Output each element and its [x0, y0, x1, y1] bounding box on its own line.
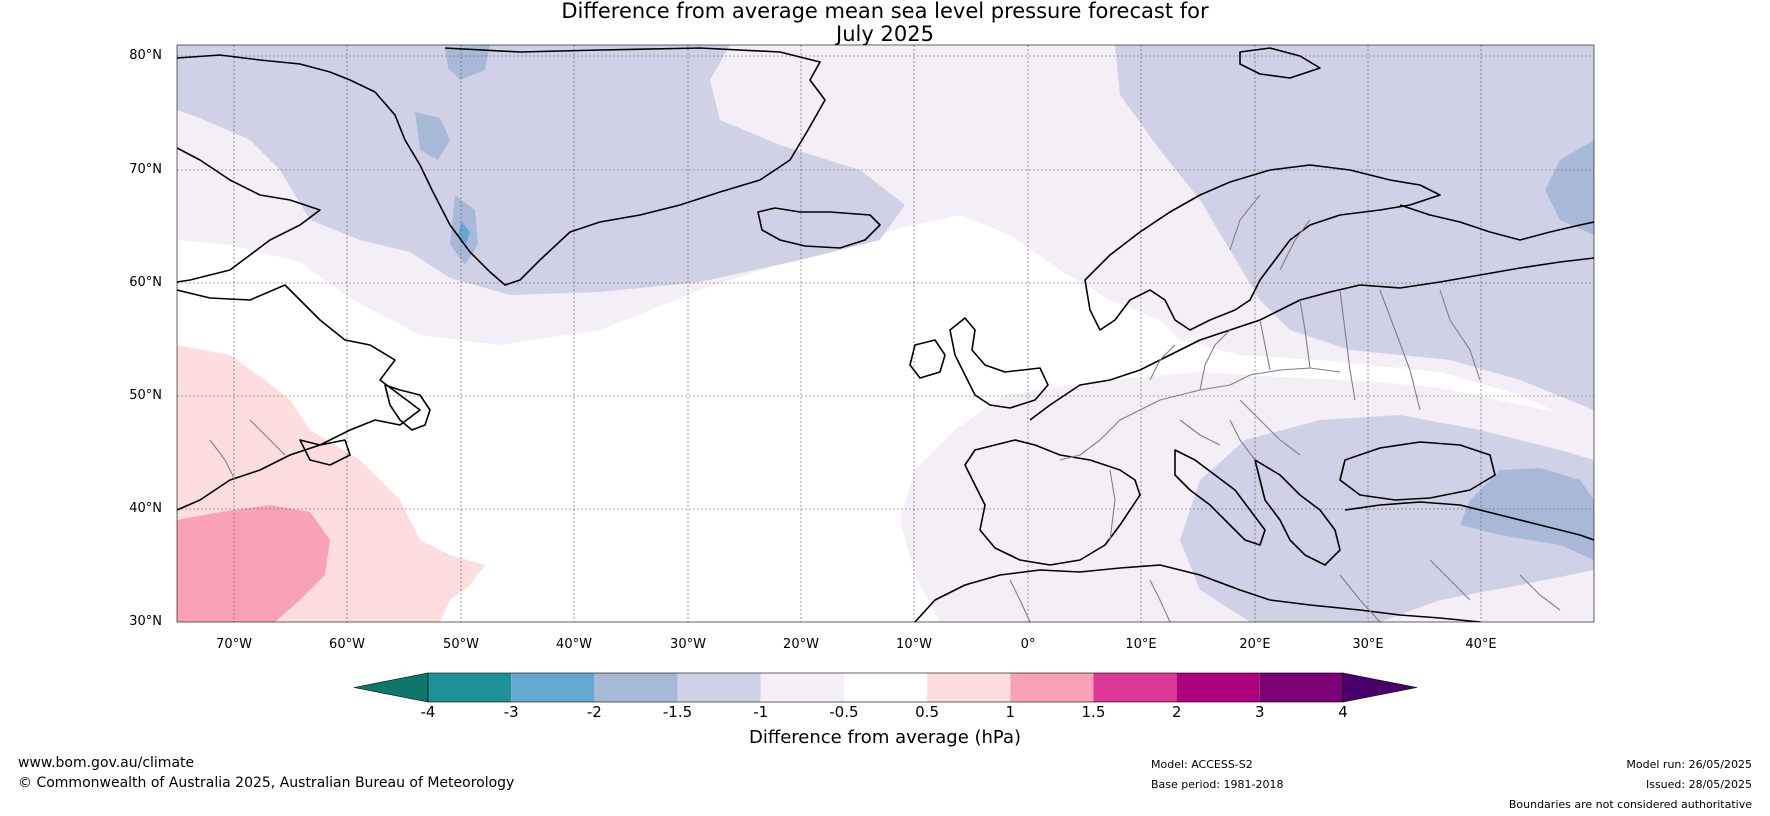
footer-base-period: Base period: 1981-2018 — [1151, 778, 1284, 791]
colorbar-bin — [1093, 673, 1177, 702]
colorbar-tick-label: -1.5 — [662, 703, 693, 721]
coastline-nova-scotia — [299, 439, 351, 466]
coastline-labrador — [177, 284, 421, 511]
anomaly-region-minus-1.5-baffin — [415, 112, 450, 160]
anomaly-region-minus-1.5-barents — [1545, 140, 1594, 235]
anomaly-region-minus-2-greenland — [458, 222, 470, 244]
colorbar-tick-label: 3 — [1255, 703, 1265, 721]
anomaly-region-plus-1 — [177, 505, 330, 622]
country-borders — [209, 194, 1561, 622]
colorbar-frame — [427, 672, 1344, 703]
lon-label-40w: 40°W — [556, 637, 592, 652]
coastline-ireland — [909, 339, 946, 379]
lon-label-10e: 10°E — [1125, 637, 1157, 652]
colorbar-bin — [677, 673, 761, 702]
coastline-anatolia — [1344, 501, 1594, 541]
colorbar-bin — [843, 673, 928, 702]
map-frame — [176, 44, 1595, 623]
title-line-2: July 2025 — [836, 22, 934, 46]
colorbar-extend-low — [353, 672, 429, 703]
lat-label-30n: 30°N — [129, 614, 162, 629]
coastline-svalbard — [1239, 47, 1321, 79]
lat-label-60n: 60°N — [129, 275, 162, 290]
footer-copyright: © Commonwealth of Australia 2025, Austra… — [18, 775, 515, 791]
graticule — [177, 45, 1594, 622]
colorbar-bin — [1010, 673, 1094, 702]
lat-label-40n: 40°N — [129, 501, 162, 516]
lat-label-50n: 50°N — [129, 388, 162, 403]
coastlines — [177, 47, 1594, 622]
coastline-europe-mainland — [1029, 257, 1594, 421]
colorbar-tick-label: -4 — [420, 703, 436, 721]
coastline-canada-east — [177, 147, 321, 283]
footer-website: www.bom.gov.au/climate — [18, 755, 195, 771]
coastline-british-isles — [949, 317, 1049, 409]
colorbar-bin — [927, 673, 1011, 702]
lon-label-10w: 10°W — [896, 637, 932, 652]
footer-model-run: Model run: 26/05/2025 — [1626, 758, 1752, 771]
lon-label-20w: 20°W — [783, 637, 819, 652]
colorbar-tick-label: 2 — [1171, 703, 1182, 721]
colorbar-tick-label: -3 — [503, 703, 519, 721]
footer-model: Model: ACCESS-S2 — [1151, 758, 1253, 771]
colorbar-tick-label: -1 — [753, 703, 769, 721]
lon-label-30e: 30°E — [1352, 637, 1384, 652]
colorbar-bin — [1176, 673, 1260, 702]
coastline-italy — [1174, 449, 1266, 546]
title-line-1: Difference from average mean sea level p… — [561, 0, 1209, 23]
colorbar-tick-label: -2 — [586, 703, 602, 721]
colorbar-tick-label: 1 — [1005, 703, 1016, 721]
coastline-russia-north — [1399, 204, 1594, 241]
colorbar-tick-label: -0.5 — [829, 703, 859, 721]
colorbar-bin — [428, 673, 512, 702]
colorbar-bin — [1259, 673, 1343, 702]
coastline-greenland — [177, 47, 826, 286]
anomaly-region-minus-1.5-greenland — [445, 45, 490, 80]
anomaly-region-minus-1.5-caucasus — [1460, 468, 1594, 560]
lat-label-70n: 70°N — [129, 162, 162, 177]
colorbar-bin — [594, 673, 678, 702]
map-title: Difference from average mean sea level p… — [0, 0, 1770, 46]
colorbar-tick-label: 0.5 — [915, 703, 939, 721]
footer-issued: Issued: 28/05/2025 — [1645, 778, 1752, 791]
colorbar-tick-label: 1.5 — [1081, 703, 1106, 721]
lon-label-60w: 60°W — [329, 637, 365, 652]
colorbar-bin — [760, 673, 844, 702]
colorbar-label: Difference from average (hPa) — [748, 727, 1022, 748]
coastline-scandinavia — [1084, 164, 1441, 331]
coastline-north-africa — [914, 564, 1481, 622]
footer-disclaimer: Boundaries are not considered authoritat… — [1508, 798, 1752, 811]
coastline-iberia — [964, 439, 1141, 566]
coastline-balkans-greece — [1254, 459, 1341, 566]
coastline-black-sea — [1339, 441, 1496, 501]
pressure-anomaly-map — [176, 44, 1595, 623]
colorbar-bin — [511, 673, 595, 702]
colorbar-extend-high — [1342, 672, 1418, 703]
lon-label-30w: 30°W — [670, 637, 706, 652]
lon-label-20e: 20°E — [1239, 637, 1271, 652]
lat-label-80n: 80°N — [129, 48, 162, 63]
colorbar-tick-label: 4 — [1338, 703, 1348, 721]
lon-label-40e: 40°E — [1465, 637, 1497, 652]
lon-label-50w: 50°W — [443, 637, 479, 652]
lon-label-70w: 70°W — [216, 637, 252, 652]
lon-label-0: 0° — [1020, 637, 1036, 652]
coastline-iceland — [757, 207, 881, 249]
anomaly-region-minus-1-balkans — [1180, 415, 1594, 622]
anomaly-region-minus-1-scandinavia — [1115, 45, 1594, 410]
coastline-newfoundland — [384, 384, 431, 431]
